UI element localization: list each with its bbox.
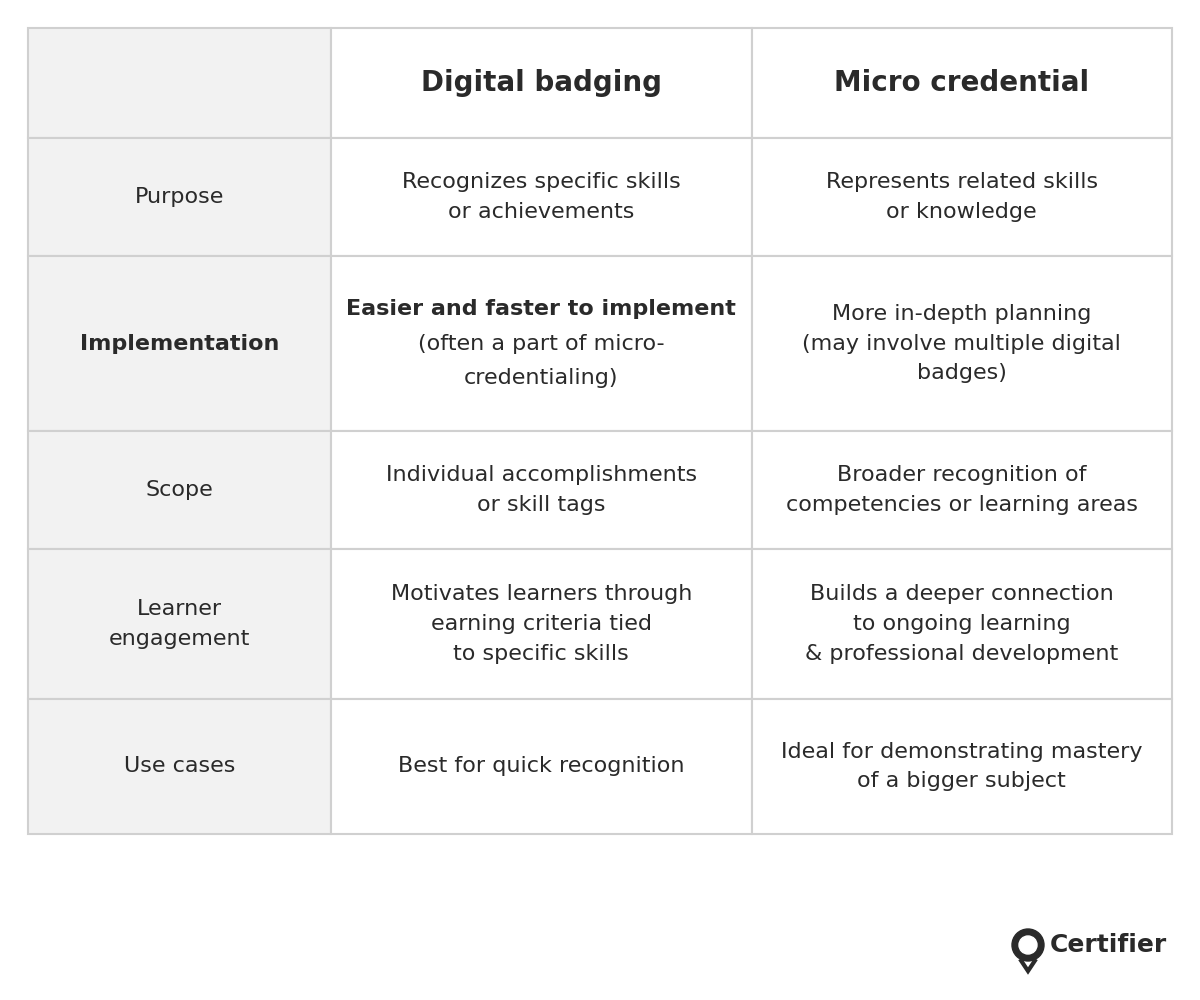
Circle shape — [1012, 929, 1044, 961]
Bar — [751, 138, 1172, 256]
Text: Scope: Scope — [145, 480, 214, 500]
Text: Recognizes specific skills
or achievements: Recognizes specific skills or achievemen… — [402, 172, 680, 222]
Bar — [331, 431, 751, 549]
Bar — [28, 138, 331, 256]
Text: Digital badging: Digital badging — [421, 69, 662, 97]
Text: Micro credential: Micro credential — [834, 69, 1090, 97]
Bar — [751, 28, 1172, 138]
Bar — [28, 699, 331, 834]
Bar — [28, 28, 331, 138]
Text: credentialing): credentialing) — [464, 368, 619, 388]
Bar — [331, 549, 751, 699]
Bar — [751, 699, 1172, 834]
Text: More in-depth planning
(may involve multiple digital
badges): More in-depth planning (may involve mult… — [803, 304, 1121, 383]
Bar — [331, 28, 751, 138]
Text: Broader recognition of
competencies or learning areas: Broader recognition of competencies or l… — [786, 465, 1138, 515]
Circle shape — [1019, 936, 1037, 954]
Bar — [751, 431, 1172, 549]
Text: Easier and faster to implement: Easier and faster to implement — [347, 299, 737, 319]
Text: Implementation: Implementation — [80, 334, 280, 354]
Text: Best for quick recognition: Best for quick recognition — [398, 756, 685, 776]
Text: Motivates learners through
earning criteria tied
to specific skills: Motivates learners through earning crite… — [391, 584, 692, 664]
Bar — [331, 699, 751, 834]
Text: Builds a deeper connection
to ongoing learning
& professional development: Builds a deeper connection to ongoing le… — [805, 584, 1118, 664]
Text: Certifier: Certifier — [1050, 933, 1168, 957]
Bar — [751, 549, 1172, 699]
Bar — [331, 256, 751, 431]
Bar — [331, 138, 751, 256]
Text: Represents related skills
or knowledge: Represents related skills or knowledge — [826, 172, 1098, 222]
Text: Individual accomplishments
or skill tags: Individual accomplishments or skill tags — [386, 465, 697, 515]
Text: Use cases: Use cases — [124, 756, 235, 776]
Text: Ideal for demonstrating mastery
of a bigger subject: Ideal for demonstrating mastery of a big… — [781, 742, 1142, 791]
Bar — [751, 256, 1172, 431]
Bar — [28, 431, 331, 549]
Text: (often a part of micro-: (often a part of micro- — [418, 334, 665, 354]
Text: Learner
engagement: Learner engagement — [109, 599, 251, 649]
Text: Purpose: Purpose — [134, 187, 224, 207]
Bar — [28, 256, 331, 431]
Bar — [28, 549, 331, 699]
